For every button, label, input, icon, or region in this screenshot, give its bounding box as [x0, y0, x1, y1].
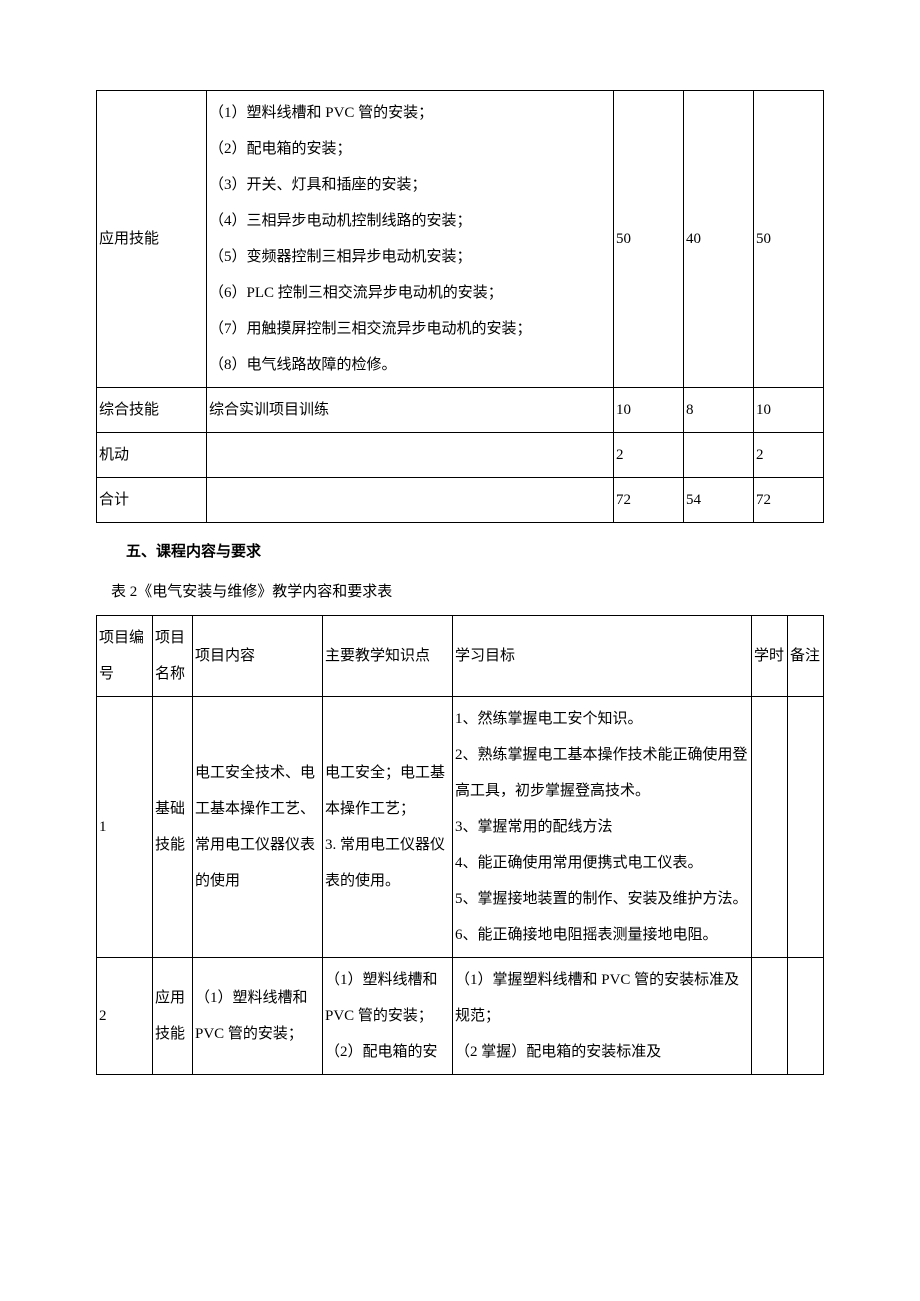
cell-remark	[788, 958, 824, 1075]
table-row: 合计 72 54 72	[97, 478, 824, 523]
cell-num: 72	[614, 478, 684, 523]
cell-project-name: 应用技能	[153, 958, 193, 1075]
col-header: 主要教学知识点	[323, 616, 453, 697]
cell-project-no: 2	[97, 958, 153, 1075]
cell-num: 8	[684, 388, 754, 433]
hours-table: 应用技能 （1）塑料线槽和 PVC 管的安装； （2）配电箱的安装； （3）开关…	[96, 90, 824, 523]
cell-skill-desc: 综合实训项目训练	[207, 388, 614, 433]
table-row: 2 应用技能 （1）塑料线槽和 PVC 管的安装； （1）塑料线槽和 PVC 管…	[97, 958, 824, 1075]
table-header-row: 项目编号 项目名称 项目内容 主要教学知识点 学习目标 学时 备注	[97, 616, 824, 697]
cell-skill-name: 应用技能	[97, 91, 207, 388]
document-page: 应用技能 （1）塑料线槽和 PVC 管的安装； （2）配电箱的安装； （3）开关…	[0, 0, 920, 1135]
cell-remark	[788, 697, 824, 958]
cell-knowledge: （1）塑料线槽和 PVC 管的安装； （2）配电箱的安	[323, 958, 453, 1075]
cell-skill-desc: （1）塑料线槽和 PVC 管的安装； （2）配电箱的安装； （3）开关、灯具和插…	[207, 91, 614, 388]
cell-num: 72	[754, 478, 824, 523]
table-row: 综合技能 综合实训项目训练 10 8 10	[97, 388, 824, 433]
cell-num: 50	[614, 91, 684, 388]
cell-skill-name: 综合技能	[97, 388, 207, 433]
cell-num: 50	[754, 91, 824, 388]
col-header: 学时	[752, 616, 788, 697]
cell-num: 40	[684, 91, 754, 388]
requirements-table-body: 项目编号 项目名称 项目内容 主要教学知识点 学习目标 学时 备注 1 基础技能…	[97, 616, 824, 1075]
col-header: 备注	[788, 616, 824, 697]
hours-table-body: 应用技能 （1）塑料线槽和 PVC 管的安装； （2）配电箱的安装； （3）开关…	[97, 91, 824, 523]
cell-skill-name: 机动	[97, 433, 207, 478]
cell-hours	[752, 958, 788, 1075]
cell-num: 2	[754, 433, 824, 478]
col-header: 学习目标	[453, 616, 752, 697]
table-row: 应用技能 （1）塑料线槽和 PVC 管的安装； （2）配电箱的安装； （3）开关…	[97, 91, 824, 388]
cell-hours	[752, 697, 788, 958]
cell-num	[684, 433, 754, 478]
cell-project-no: 1	[97, 697, 153, 958]
cell-knowledge: 电工安全；电工基本操作工艺； 3. 常用电工仪器仪表的使用。	[323, 697, 453, 958]
cell-project-name: 基础技能	[153, 697, 193, 958]
cell-num: 10	[614, 388, 684, 433]
cell-num: 54	[684, 478, 754, 523]
table-row: 1 基础技能 电工安全技术、电工基本操作工艺、常用电工仪器仪表的使用 电工安全；…	[97, 697, 824, 958]
table-row: 机动 2 2	[97, 433, 824, 478]
cell-num: 10	[754, 388, 824, 433]
cell-skill-name: 合计	[97, 478, 207, 523]
cell-objectives: （1）掌握塑料线槽和 PVC 管的安装标准及规范； （2 掌握）配电箱的安装标准…	[453, 958, 752, 1075]
cell-skill-desc	[207, 433, 614, 478]
cell-objectives: 1、然练掌握电工安个知识。 2、熟练掌握电工基本操作技术能正确使用登高工具，初步…	[453, 697, 752, 958]
requirements-table: 项目编号 项目名称 项目内容 主要教学知识点 学习目标 学时 备注 1 基础技能…	[96, 615, 824, 1075]
table-caption: 表 2《电气安装与维修》教学内容和要求表	[96, 577, 824, 607]
col-header: 项目内容	[193, 616, 323, 697]
section-heading: 五、课程内容与要求	[96, 537, 824, 567]
col-header: 项目编号	[97, 616, 153, 697]
cell-num: 2	[614, 433, 684, 478]
cell-project-content: 电工安全技术、电工基本操作工艺、常用电工仪器仪表的使用	[193, 697, 323, 958]
cell-project-content: （1）塑料线槽和 PVC 管的安装；	[193, 958, 323, 1075]
cell-skill-desc	[207, 478, 614, 523]
col-header: 项目名称	[153, 616, 193, 697]
